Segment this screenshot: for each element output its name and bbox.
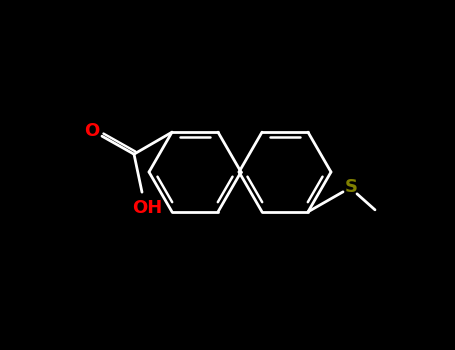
Text: O: O (84, 122, 100, 140)
Text: OH: OH (132, 199, 162, 217)
Text: S: S (344, 178, 358, 196)
